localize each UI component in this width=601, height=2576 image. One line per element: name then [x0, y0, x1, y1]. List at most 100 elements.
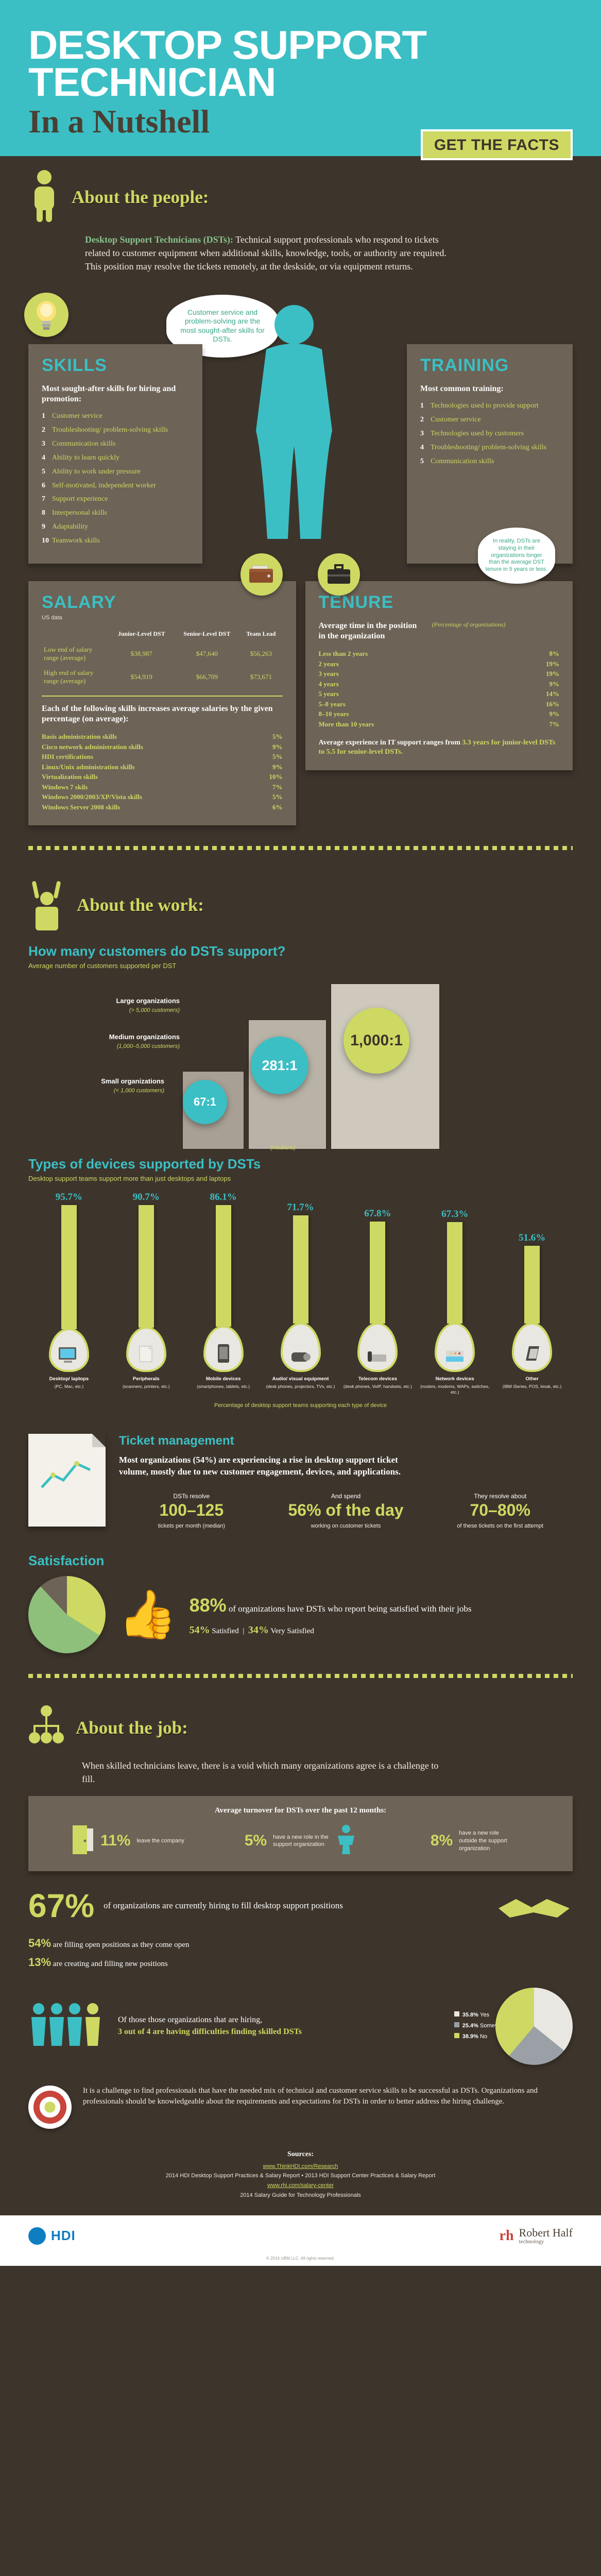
devices-chart-axis-label: Percentage of desktop support teams supp…: [214, 1402, 387, 1409]
category-note: (PC, Mac, etc.): [54, 1383, 84, 1389]
about-people-title: About the people:: [72, 187, 209, 208]
bar-value-label: 90.7%: [132, 1192, 160, 1203]
list-item: 5 years 14%: [319, 689, 560, 699]
page-title: DESKTOP SUPPORT TECHNICIAN: [28, 22, 427, 105]
hiring-sub-percent: 13%: [28, 1956, 51, 1969]
ticket-management-section: Ticket management Most organizations (54…: [28, 1434, 573, 1530]
bar-column: 90.7%: [108, 1192, 185, 1372]
stat-value: 100–125: [159, 1501, 224, 1520]
turnover-caption: have a new role in the support organizat…: [273, 1834, 329, 1848]
salary-table: Junior-Level DST Senior-Level DST Team L…: [42, 629, 283, 688]
about-people-heading-row: About the people:: [28, 156, 573, 233]
ticket-stats-row: DSTs resolve 100–125 tickets per month (…: [119, 1493, 573, 1530]
technician-tools-icon: [28, 877, 65, 933]
stat-prefix: And spend: [331, 1493, 361, 1500]
medium-org-ratio: 281:1: [251, 1037, 308, 1095]
category-note: (IBM iSeries, POS, kiosk, etc.): [502, 1383, 562, 1389]
tenure-title: TENURE: [318, 592, 394, 613]
hdi-logo: HDI: [28, 2227, 76, 2245]
legend-value-yes: 35.8%: [462, 2012, 478, 2019]
hdi-logo-text: HDI: [51, 2228, 76, 2244]
hiring-breakdown: 54% are filling open positions as they c…: [28, 1934, 573, 1972]
large-org-ratio: 1,000:1: [344, 1008, 409, 1074]
document-icon: [28, 1434, 106, 1527]
item-label: Windows Server 2008 skills: [42, 803, 121, 811]
legend-value-somewhat: 25.4%: [462, 2023, 478, 2029]
source-link-rhi[interactable]: www.rhi.com/salary-center: [267, 2182, 334, 2189]
satisfaction-pie-chart: [28, 1575, 106, 1653]
about-job-title: About the job:: [76, 1718, 188, 1738]
training-lead: Most common training:: [420, 384, 504, 393]
small-org-ratio: 67:1: [183, 1080, 227, 1125]
dst-definition-label: Desktop Support Technicians (DSTs):: [85, 234, 233, 245]
list-item: Customer service: [42, 412, 102, 421]
list-item: Basis administration skills 5%: [42, 732, 283, 742]
tenure-speech-bubble: In reality, DSTs are staying in their or…: [478, 528, 555, 584]
list-item: More than 10 years 7%: [319, 719, 560, 730]
get-the-facts-button[interactable]: GET THE FACTS: [420, 129, 573, 160]
list-item: 5–8 years 16%: [319, 699, 560, 709]
satisfaction-title: Satisfaction: [28, 1552, 105, 1568]
list-item: Support experience: [42, 495, 108, 504]
item-label: 2 years: [318, 659, 339, 668]
difficulty-highlight: 3 out of 4 are having difficulties findi…: [118, 2027, 302, 2036]
stat-value: 56% of the day: [288, 1501, 404, 1520]
about-people-section: About the people: Desktop Support Techni…: [0, 156, 601, 2200]
category-label: Other (IBM iSeries, POS, kiosk, etc.): [493, 1376, 571, 1395]
item-label: 8–10 years: [318, 710, 349, 718]
item-label: More than 10 years: [318, 720, 374, 728]
item-value: 10%: [269, 773, 283, 781]
device-icon-mobile: [203, 1325, 244, 1372]
item-value: 19%: [546, 670, 559, 678]
item-value: 7%: [549, 720, 560, 728]
item-value: 9%: [549, 680, 560, 688]
list-item: HDI certifications 5%: [42, 752, 283, 762]
list-item: 54% are filling open positions as they c…: [28, 1934, 573, 1953]
difficulty-pie-chart: [495, 1987, 573, 2065]
bar-column: 67.3%: [416, 1192, 493, 1372]
person-icon: [28, 170, 60, 226]
satisfaction-statement: 88% of organizations have DSTs who repor…: [190, 1592, 472, 1618]
list-item: Troubleshooting/ problem-solving skills: [42, 426, 168, 435]
skills-list: Customer service Troubleshooting/ proble…: [42, 412, 189, 546]
item-label: Linux/Unix administration skills: [42, 762, 135, 771]
devices-chart-subtitle: Desktop support teams support more than …: [28, 1175, 231, 1183]
category-name: Other: [525, 1376, 539, 1382]
stat-caption: tickets per month (median): [158, 1522, 225, 1529]
device-icon-other: [512, 1323, 553, 1372]
bar: [215, 1205, 231, 1327]
bar-column: 86.1%: [185, 1192, 262, 1372]
category-label: Telecom devices (desk phones, VoIP, hands…: [339, 1376, 416, 1395]
list-item: Windows Server 2008 skills 6%: [42, 802, 283, 812]
category-label: Peripherals (scanners, printers, etc.): [108, 1376, 185, 1395]
list-item: Customer service: [420, 415, 481, 425]
turnover-stat: 5% have a new role in the support organi…: [214, 1824, 387, 1858]
device-icon-network: [435, 1323, 475, 1372]
bar-column: 71.7%: [262, 1192, 339, 1372]
hiring-sub-percent: 54%: [28, 1936, 51, 1950]
satisfaction-row: 👍 88% of organizations have DSTs who rep…: [28, 1575, 573, 1653]
robert-half-sub: technology: [519, 2238, 544, 2245]
item-value: 6%: [272, 803, 283, 811]
source-link-hdi[interactable]: www.ThinkHDI.com/Research: [263, 2163, 338, 2170]
about-job-lead: When skilled technicians leave, there is…: [82, 1760, 439, 1784]
bar-column: 67.8%: [339, 1192, 416, 1372]
list-item: 13% are creating and filling new positio…: [28, 1953, 573, 1972]
tenure-lead: Average time in the position in the orga…: [318, 621, 417, 641]
category-name: Desktop/ laptops: [49, 1376, 89, 1382]
category-note: (routers, modems, WAPs, switches, etc.): [420, 1383, 490, 1395]
section-divider-dotted-2: [28, 1673, 573, 1678]
section-divider-dotted: [28, 846, 573, 851]
legend-swatch-yes: [454, 2011, 459, 2017]
legend-item: 25.4% Somewhat: [454, 2021, 507, 2031]
column-header: Team Lead: [246, 630, 276, 638]
sources-section: Sources: www.ThinkHDI.com/Research 2014 …: [28, 2150, 573, 2200]
tenure-unit-note: (Percentage of organizations): [432, 621, 506, 629]
salary-skill-percent-list: Basis administration skills 5% Cisco netw…: [42, 732, 283, 812]
training-title: TRAINING: [420, 355, 509, 375]
bar-value-label: 86.1%: [210, 1192, 237, 1203]
list-item: Ability to work under pressure: [42, 467, 141, 477]
stat-value: 70–80%: [470, 1501, 530, 1520]
device-icon-av: [280, 1323, 321, 1372]
legend-item: 35.8% Yes: [454, 2010, 489, 2021]
